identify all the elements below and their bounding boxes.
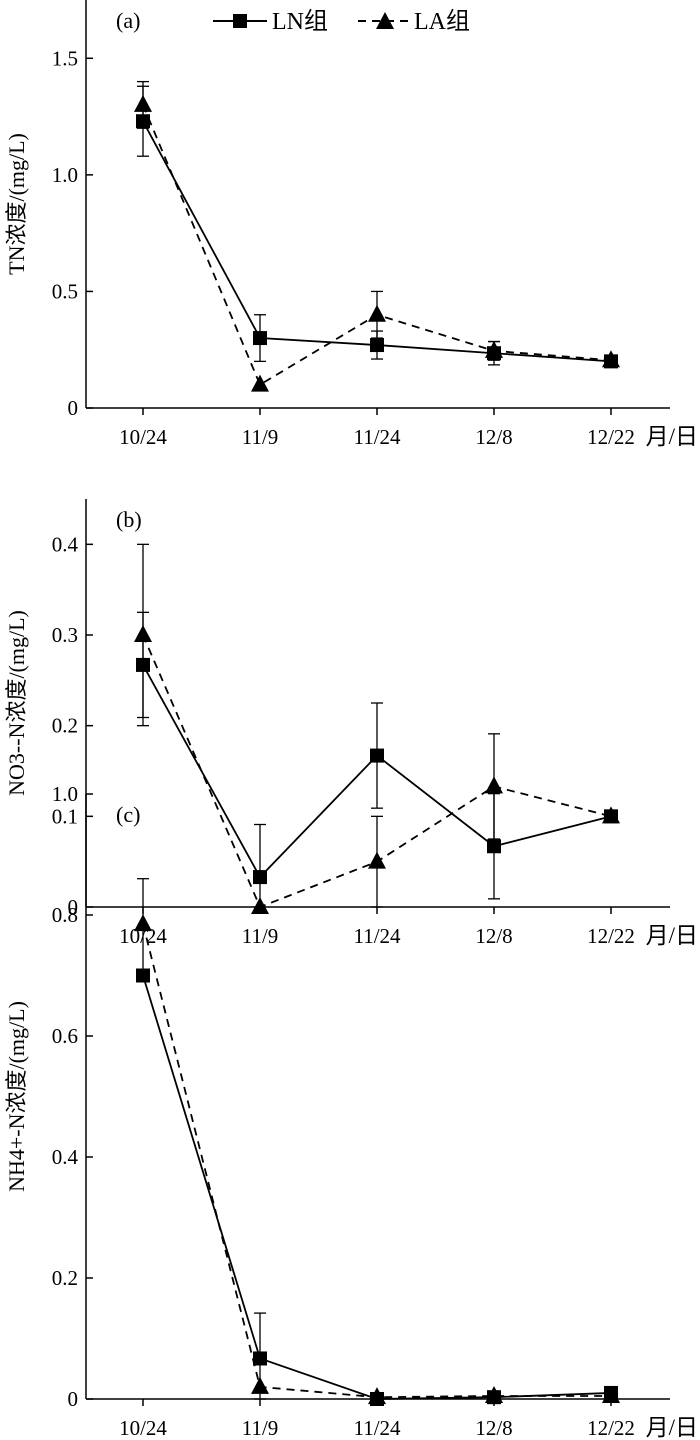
x-tick-label: 12/22 [587,425,635,449]
y-tick-label: 0.5 [52,279,78,303]
x-tick-label: 12/8 [475,425,512,449]
data-point-triangle [368,304,386,322]
y-tick-label: 0 [68,1387,79,1411]
legend-ln-label: LN组 [272,8,328,35]
data-point-triangle [368,1387,386,1405]
x-tick-label: 11/9 [242,1416,279,1440]
data-point-triangle [485,340,503,358]
data-point-triangle [134,625,152,642]
y-tick-label: 0.2 [52,714,78,738]
x-axis-unit-label: 月/日 [646,1415,698,1440]
data-point-triangle [602,806,620,824]
x-tick-label: 12/22 [587,1416,635,1440]
series-la [134,80,620,392]
y-tick-label: 1.0 [52,782,78,806]
y-axis-title: NH4+-N浓度/(mg/L) [4,1001,29,1192]
panel-label: (a) [116,8,140,33]
y-tick-label: 0.1 [52,804,78,828]
x-tick-label: 11/9 [242,924,279,948]
series-ln [136,968,618,1406]
data-point-triangle [251,897,269,914]
data-point-square [487,839,501,854]
series-la [134,543,620,914]
y-tick-label: 0.4 [52,1145,79,1169]
data-point-triangle [602,350,620,368]
x-tick-label: 11/24 [353,924,401,948]
y-tick-label: 0.3 [52,623,78,647]
y-tick-label: 0 [68,396,79,420]
data-point-triangle [251,374,269,392]
data-point-square [136,968,150,983]
y-tick-label: 0 [68,895,79,919]
chart-panel-0: 0 0.5 1.0 1.5 10/24 11/9 11/24 12/8 12/22 月/日 TN浓度… [4,0,698,449]
x-tick-label: 12/8 [475,924,512,948]
y-tick-label: 1.0 [52,163,78,187]
legend-ln-marker [233,14,247,28]
data-point-square [253,870,267,885]
y-tick-label: 1.5 [52,46,78,70]
panel-label: (b) [116,507,142,532]
x-axis-unit-label: 月/日 [646,923,698,948]
y-tick-label: 0.8 [52,903,78,927]
data-point-square [370,338,384,353]
x-tick-label: 10/24 [119,425,167,449]
legend: LN组 LA组 [213,8,470,35]
data-point-triangle [485,776,503,794]
series-la [134,878,620,1405]
legend-la-marker [376,12,394,29]
x-tick-label: 11/9 [242,425,279,449]
chart-panel-2: 0 0.2 0.4 0.6 0.8 1.0 10/24 11/9 11/24 12/8 12/22 月… [4,782,698,1440]
data-point-triangle [485,1385,503,1403]
series-line [142,923,611,1399]
x-tick-label: 12/8 [475,1416,512,1440]
y-tick-label: 0.6 [52,1024,78,1048]
data-point-triangle [251,1376,269,1394]
x-tick-label: 12/22 [587,924,635,948]
data-point-square [253,1351,267,1366]
data-point-triangle [134,914,152,932]
data-point-triangle [134,94,152,112]
y-tick-label: 0.2 [52,1266,78,1290]
x-tick-label: 10/24 [119,1416,167,1440]
chart-panel-1: 00.10.20.30.410/24 11/9 11/24 12/8 12/22 月/日N… [4,499,698,948]
legend-la-label: LA组 [414,8,470,35]
panel-label: (c) [116,802,140,827]
data-point-square [370,748,384,763]
data-point-triangle [368,851,386,869]
x-tick-label: 11/24 [353,425,401,449]
x-axis-unit-label: 月/日 [646,424,698,449]
x-tick-label: 11/24 [353,1416,401,1440]
y-axis-title: TN浓度/(mg/L) [4,133,29,275]
y-tick-label: 0.4 [52,532,79,556]
series-line [142,975,612,1400]
y-axis-title: NO3--N浓度/(mg/L) [4,610,29,796]
data-point-triangle [602,1385,620,1403]
data-point-square [253,331,267,346]
